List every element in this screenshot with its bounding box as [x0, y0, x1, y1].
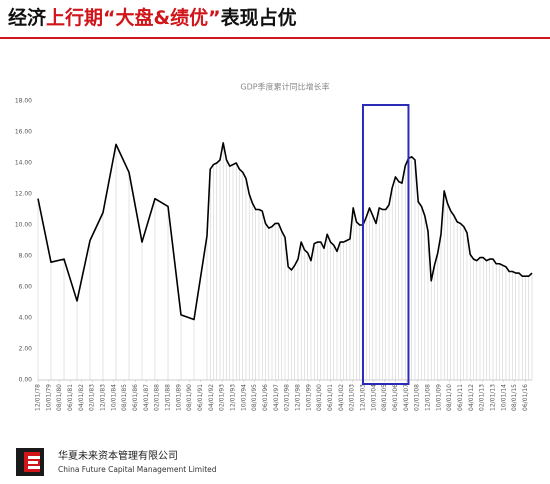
x-tick-label: 12/01/93	[230, 384, 237, 411]
x-tick-label: 02/01/98	[284, 384, 291, 411]
x-tick-label: 02/01/93	[219, 384, 226, 411]
x-tick-label: 04/01/07	[403, 384, 410, 411]
y-tick-label: 8.00	[19, 253, 33, 260]
title-part: 经济	[8, 6, 47, 29]
x-tick-label: 12/01/88	[165, 384, 172, 411]
x-tick-label: 12/01/98	[294, 384, 301, 411]
title-part: 表现占优	[221, 6, 297, 29]
x-tick-label: 02/01/13	[479, 384, 486, 411]
x-tick-label: 10/01/94	[240, 384, 247, 411]
company-cn: 华夏未来资本管理有限公司	[58, 449, 178, 462]
x-tick-label: 02/01/08	[414, 384, 421, 411]
title-part: “大盘&绩优”	[103, 6, 221, 29]
plot: 0.00 2.00 4.00 6.00 8.00 10.00 12.00 14.00 16.00…	[15, 98, 533, 411]
x-tick-label: 06/01/91	[197, 384, 204, 411]
x-tick-label: 02/01/83	[89, 384, 96, 411]
x-tick-label: 08/01/15	[511, 384, 518, 411]
x-tick-label: 04/01/02	[338, 384, 345, 411]
x-tick-label: 08/01/10	[446, 384, 453, 411]
x-tick-label: 10/01/79	[45, 384, 52, 411]
x-tick-label: 06/01/06	[392, 384, 399, 411]
y-tick-label: 12.00	[15, 191, 32, 198]
x-tick-label: 06/01/81	[67, 384, 74, 411]
title-part: 上行期	[46, 6, 103, 29]
x-tick-label: 04/01/12	[468, 384, 475, 411]
y-tick-label: 2.00	[19, 346, 33, 353]
y-tick-label: 4.00	[19, 315, 33, 322]
y-tick-label: 0.00	[19, 377, 33, 384]
x-tick-label: 04/01/82	[78, 384, 85, 411]
y-tick-label: 18.00	[15, 98, 32, 105]
title-rule	[0, 37, 550, 39]
x-tick-label: 06/01/11	[457, 384, 464, 411]
x-tick-label: 10/01/89	[175, 384, 182, 411]
x-tick-label: 06/01/86	[132, 384, 139, 411]
y-tick-label: 10.00	[15, 222, 32, 229]
x-tick-label: 04/01/87	[143, 384, 150, 411]
x-tick-label: 12/01/83	[99, 384, 106, 411]
x-tick-label: 12/01/08	[425, 384, 432, 411]
highlight-box	[361, 104, 410, 385]
company-en: China Future Capital Management Limited	[58, 465, 217, 474]
x-tick-label: 06/01/96	[262, 384, 269, 411]
x-tick-label: 04/01/92	[208, 384, 215, 411]
x-tick-label: 06/01/16	[522, 384, 529, 411]
logo	[16, 448, 44, 476]
x-tick-label: 10/01/04	[370, 384, 377, 411]
x-tick-label: 10/01/84	[110, 384, 117, 411]
chart-title: GDP季度累计同比增长率	[240, 82, 329, 92]
x-tick-label: 08/01/85	[121, 384, 128, 411]
y-tick-label: 6.00	[19, 284, 33, 291]
x-tick-label: 08/01/80	[56, 384, 63, 411]
page-title: 经济上行期“大盘&绩优”表现占优	[8, 6, 297, 29]
x-tick-label: 06/01/01	[327, 384, 334, 411]
x-tick-label: 02/01/03	[349, 384, 356, 411]
x-tick-label: 12/01/13	[489, 384, 496, 411]
x-tick-label: 10/01/99	[305, 384, 312, 411]
y-tick-label: 14.00	[15, 160, 32, 167]
x-tick-label: 08/01/00	[316, 384, 323, 411]
x-tick-label: 02/01/88	[154, 384, 161, 411]
gdp-line	[37, 142, 533, 321]
x-tick-label: 12/01/03	[359, 384, 366, 411]
x-tick-label: 08/01/95	[251, 384, 258, 411]
y-tick-label: 16.00	[15, 129, 32, 136]
x-tick-label: 10/01/09	[435, 384, 442, 411]
x-tick-label: 08/01/90	[186, 384, 193, 411]
x-tick-label: 12/01/78	[35, 384, 42, 411]
x-tick-label: 08/01/05	[381, 384, 388, 411]
x-tick-label: 10/01/14	[500, 384, 507, 411]
x-tick-label: 04/01/97	[273, 384, 280, 411]
